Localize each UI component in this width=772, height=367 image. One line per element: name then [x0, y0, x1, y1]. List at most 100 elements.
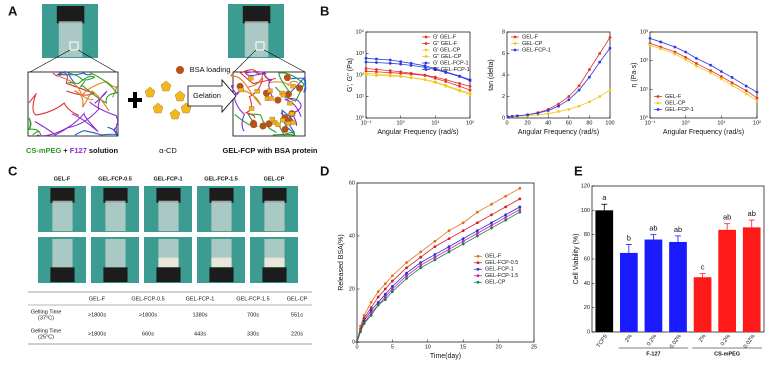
y-tick-label: 10³ [640, 29, 648, 35]
polymer-chain [80, 72, 119, 104]
gelation-label: Gelation [193, 91, 221, 100]
plus-sign [128, 92, 142, 108]
x-axis-label: Angular Frequency (rad/s) [377, 129, 458, 136]
data-point [673, 52, 677, 56]
data-point [376, 295, 380, 299]
data-point [458, 84, 461, 88]
polymer-chain [27, 117, 42, 136]
data-point [695, 64, 698, 68]
data-point [504, 194, 508, 198]
y-tick-label: 0 [352, 339, 355, 345]
y-tick-label: 40 [584, 281, 590, 287]
plot-frame [356, 182, 535, 343]
data-point [557, 102, 560, 106]
data-point [506, 115, 510, 119]
data-point [510, 114, 514, 118]
data-point [433, 258, 437, 262]
legend-label: GEL-F [485, 254, 502, 260]
product-label: GEL-FCP with BSA protein [223, 146, 318, 155]
cd-block [267, 88, 273, 93]
label-part: F127 [70, 146, 87, 155]
vial-cap [103, 188, 128, 203]
bsa-icon [176, 66, 184, 74]
legend-label: GEL-FCP-1.5 [485, 273, 518, 279]
legend-marker [424, 68, 428, 71]
legend-label: GEL-CP [485, 280, 506, 286]
y-tick-label: 6 [502, 51, 505, 57]
cd-molecule [144, 86, 156, 98]
series-line [365, 70, 471, 91]
zoom-marker [255, 41, 265, 51]
column-label: GEL-CP [264, 176, 285, 182]
column-label: GEL-FCP-0.5 [98, 176, 132, 182]
y-tick-label: 60 [584, 256, 590, 262]
significance-label: c [701, 263, 705, 272]
data-point [419, 255, 423, 259]
data-point [433, 68, 437, 71]
data-point [504, 216, 508, 219]
legend-label: GEL-FCP-1 [522, 47, 551, 53]
x-tick-label: 0.02% [669, 333, 683, 349]
data-point [405, 271, 408, 275]
data-point [468, 84, 472, 88]
data-point [648, 43, 652, 47]
data-point [709, 71, 712, 75]
zoom-line [29, 49, 71, 73]
data-point [399, 71, 403, 75]
bar [644, 239, 663, 332]
series-line [356, 187, 521, 343]
legend-marker [424, 55, 428, 58]
data-point [376, 290, 380, 294]
data-point [684, 50, 688, 54]
x-axis-label: Time(day) [430, 353, 461, 360]
data-point [383, 292, 387, 296]
data-point [364, 56, 368, 60]
significance-label: ab [748, 209, 756, 218]
series-line [365, 61, 471, 81]
polymer-chain [280, 109, 296, 134]
x-tick-label: 0 [355, 344, 358, 350]
data-point [461, 239, 465, 243]
data-point [388, 61, 392, 65]
cd-molecule [169, 108, 181, 120]
panel-label: A [8, 3, 18, 18]
x-tick-label: 10² [753, 120, 761, 126]
table-header: GEL-FCP-1 [186, 296, 215, 302]
bsa-particle [283, 74, 291, 82]
vial-body [105, 239, 126, 270]
data-point [557, 104, 560, 108]
data-point [719, 75, 723, 78]
table-cell: 660s [142, 331, 154, 337]
x-tick-label: 10⁰ [682, 119, 691, 126]
y-tick-label: 20 [584, 305, 590, 311]
x-tick-label: 10² [466, 120, 474, 126]
legend-label: G' GEL-CP [433, 47, 461, 53]
data-point [557, 110, 560, 113]
data-point [536, 111, 540, 115]
x-tick-label: 60 [566, 120, 572, 126]
data-point [598, 60, 602, 64]
x-tick-label: 10¹ [717, 120, 725, 126]
bar [718, 229, 736, 332]
data-point [588, 68, 591, 72]
data-point [423, 78, 427, 81]
series-line [649, 43, 758, 99]
cd-block [280, 93, 287, 98]
data-point [388, 58, 392, 62]
data-point [730, 81, 734, 85]
data-point [362, 319, 366, 323]
data-point [433, 239, 437, 243]
data-point [423, 74, 427, 77]
data-point [375, 74, 378, 77]
data-point [684, 58, 688, 61]
significance-label: b [627, 233, 631, 242]
data-point [364, 73, 368, 77]
y-tick-label: 10² [640, 58, 648, 64]
data-point [608, 88, 612, 92]
table-header: GEL-FCP-0.5 [131, 296, 164, 302]
arrow [187, 78, 237, 114]
legend-label: GEL-F [665, 94, 682, 100]
gel [264, 257, 285, 267]
data-point [526, 113, 529, 117]
data-point [518, 197, 522, 201]
